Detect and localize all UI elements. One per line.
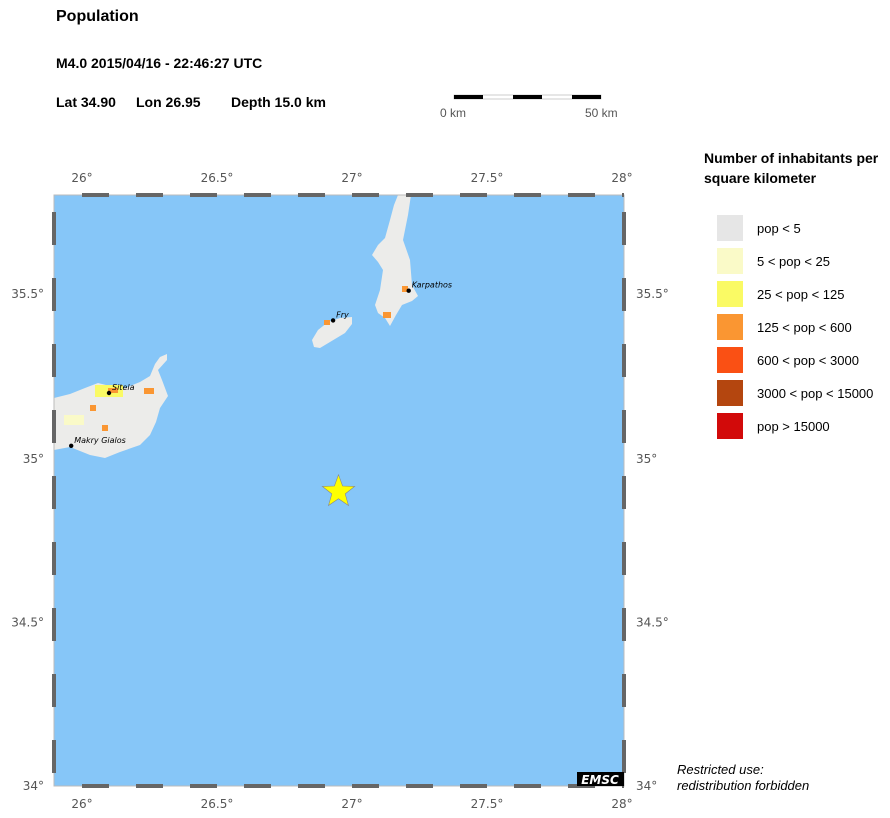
legend-swatch bbox=[717, 248, 743, 274]
legend-item: 25 < pop < 125 bbox=[717, 281, 844, 307]
lat-tick-label: 34.5° bbox=[636, 616, 669, 630]
place-label: Makry Gialos bbox=[74, 436, 126, 445]
lon-tick-label: 26.5° bbox=[201, 171, 234, 185]
scale-bar bbox=[453, 94, 602, 100]
lat-tick-label: 35° bbox=[636, 452, 657, 466]
legend-item: 3000 < pop < 15000 bbox=[717, 380, 873, 406]
legend-item: 125 < pop < 600 bbox=[717, 314, 852, 340]
lat-tick-label: 35.5° bbox=[636, 287, 669, 301]
place-label: Fry bbox=[336, 310, 349, 319]
legend-swatch bbox=[717, 380, 743, 406]
legend-item: 5 < pop < 25 bbox=[717, 248, 830, 274]
place-marker-icon bbox=[330, 318, 336, 323]
island-kasos bbox=[312, 317, 352, 348]
place-marker-icon bbox=[406, 288, 411, 293]
lon-tick-label: 27.5° bbox=[471, 797, 504, 811]
legend-swatch bbox=[717, 314, 743, 340]
place-label: Sitela bbox=[112, 383, 135, 392]
legend-label: 125 < pop < 600 bbox=[757, 319, 852, 335]
legend-title: Number of inhabitants per square kilomet… bbox=[704, 150, 879, 186]
lon-tick-label: 27° bbox=[341, 171, 362, 185]
place-marker-icon bbox=[106, 390, 112, 396]
scale-end-label: 50 km bbox=[585, 106, 618, 120]
lon-tick-label: 27.5° bbox=[471, 171, 504, 185]
legend-swatch bbox=[717, 215, 743, 241]
legend-item: 600 < pop < 3000 bbox=[717, 347, 859, 373]
lon-tick-label: 26° bbox=[71, 171, 92, 185]
legend-swatch bbox=[717, 413, 743, 439]
legend-swatch bbox=[717, 347, 743, 373]
event-lat: Lat 34.90 bbox=[56, 94, 116, 110]
lon-tick-label: 26° bbox=[71, 797, 92, 811]
island-karpathos bbox=[372, 195, 418, 326]
svg-text:EMSC: EMSC bbox=[581, 773, 619, 787]
scale-start-label: 0 km bbox=[440, 106, 467, 120]
epicenter-star-icon[interactable] bbox=[321, 473, 356, 507]
event-depth: Depth 15.0 km bbox=[231, 94, 326, 110]
lon-tick-label: 27° bbox=[341, 797, 362, 811]
legend-item: pop > 15000 bbox=[717, 413, 830, 439]
legend-label: pop > 15000 bbox=[757, 418, 830, 434]
lon-tick-label: 26.5° bbox=[201, 797, 234, 811]
legend-label: 5 < pop < 25 bbox=[757, 253, 831, 269]
event-lon: Lon 26.95 bbox=[136, 94, 201, 110]
legend-label: 3000 < pop < 15000 bbox=[757, 385, 874, 401]
lon-tick-label: 28° bbox=[611, 797, 632, 811]
lat-tick-label: 34° bbox=[636, 779, 657, 793]
legend-label: 600 < pop < 3000 bbox=[757, 352, 859, 368]
lat-tick-label: 34.5° bbox=[11, 616, 44, 630]
lat-tick-label: 35° bbox=[23, 452, 44, 466]
legend-swatch bbox=[717, 281, 743, 307]
usage-note: Restricted use: redistribution forbidden bbox=[677, 762, 809, 794]
place-label: Karpathos bbox=[412, 281, 452, 290]
legend-label: 25 < pop < 125 bbox=[757, 286, 845, 302]
event-info: M4.0 2015/04/16 - 22:46:27 UTC bbox=[56, 55, 263, 71]
usage-note-line1: Restricted use: bbox=[677, 762, 764, 777]
legend-item: pop < 5 bbox=[717, 215, 801, 241]
lat-tick-label: 34° bbox=[23, 779, 44, 793]
usage-note-line2: redistribution forbidden bbox=[677, 778, 810, 793]
lon-tick-label: 28° bbox=[611, 171, 632, 185]
legend-label: pop < 5 bbox=[757, 220, 801, 236]
place-marker-icon bbox=[69, 443, 74, 448]
island-crete bbox=[54, 354, 168, 458]
lat-tick-label: 35.5° bbox=[11, 287, 44, 301]
emsc-logo: EMSC bbox=[577, 772, 624, 787]
map-title: Population bbox=[56, 8, 139, 25]
